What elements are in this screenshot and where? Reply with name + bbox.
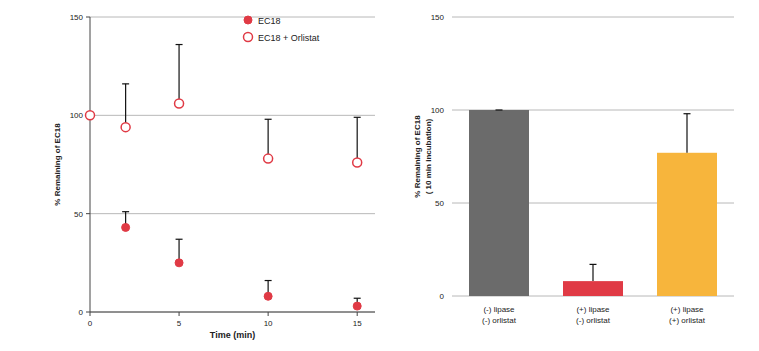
category-label: (+) lipase (+) orlistat [669, 305, 706, 325]
legend-marker [244, 33, 253, 42]
data-point [353, 158, 362, 167]
legend-label: EC18 [258, 16, 281, 26]
data-point [86, 111, 95, 120]
tick-mark [86, 312, 90, 313]
error-cap [122, 83, 129, 84]
text-line: % Remaining of EC18 [413, 115, 422, 198]
tick-label: 150 [431, 13, 445, 22]
error-cap [176, 44, 183, 45]
tick-mark [179, 312, 180, 316]
tick-label: 15 [353, 319, 362, 328]
error-stem [268, 119, 269, 158]
y-axis [90, 17, 91, 312]
data-point [175, 99, 184, 108]
tick-mark [268, 312, 269, 316]
tick-label: 50 [74, 210, 83, 219]
error-cap [265, 280, 272, 281]
y-axis-label: % Remaining of EC18 [53, 123, 62, 206]
figure: 0 50 100 150 0 5 10 15 Time (min) % Remaining of … [0, 0, 759, 351]
data-point [121, 123, 130, 132]
tick-mark [90, 312, 91, 316]
error-cap [354, 298, 361, 299]
tick-label: 5 [177, 319, 182, 328]
error-stem [357, 117, 358, 162]
data-point [264, 154, 273, 163]
y-axis-label: % Remaining of EC18( 10 min incubation) [413, 115, 433, 198]
category-label: (-) lipase (-) orlistat [482, 305, 517, 325]
error-bar [265, 119, 272, 158]
marks [469, 110, 717, 296]
legend-marker [244, 16, 252, 24]
scatter-chart: 0 50 100 150 0 5 10 15 Time (min) % Remaining of … [53, 13, 375, 340]
tick-label: 0 [440, 292, 445, 301]
category-label: (+) lipase (-) orlistat [576, 305, 611, 325]
error-bar [354, 117, 361, 162]
error-cap [684, 113, 691, 114]
tick-mark [86, 17, 90, 18]
error-cap [590, 264, 597, 265]
tick-label: 10 [264, 319, 273, 328]
grid-line [90, 312, 375, 313]
error-stem [125, 84, 126, 127]
marks [86, 45, 362, 311]
text-line: (+) lipase [576, 305, 610, 314]
tick-label: 150 [70, 13, 84, 22]
error-cap [265, 119, 272, 120]
error-cap [176, 239, 183, 240]
error-cap [496, 109, 503, 110]
error-bar [496, 110, 503, 111]
data-point [353, 302, 361, 310]
tick-mark [86, 213, 90, 214]
tick-label: 0 [88, 319, 93, 328]
bar-chart: 0 50 100 150 % Remaining of EC18( 10 min inc… [413, 13, 734, 325]
grid-line [90, 115, 375, 116]
tick-label: 100 [431, 106, 445, 115]
text-line: (+) lipase [670, 305, 704, 314]
bar [469, 110, 529, 296]
grid-line [90, 17, 375, 18]
error-bar [684, 114, 691, 153]
x-axis-label: Time (min) [210, 330, 255, 340]
x-axis [90, 312, 375, 313]
error-cap [122, 211, 129, 212]
data-point [175, 259, 183, 267]
text-line: (-) lipase [483, 305, 515, 314]
bar [563, 281, 623, 296]
tick-label: 0 [79, 308, 84, 317]
text-line: ( 10 min incubation) [424, 118, 433, 194]
text-line: (+) orlistat [669, 316, 706, 325]
error-bar [176, 45, 183, 104]
error-stem [686, 114, 687, 153]
tick-label: 50 [435, 199, 444, 208]
text-line: (-) orlistat [482, 316, 517, 325]
error-stem [178, 45, 179, 104]
error-stem [592, 264, 593, 281]
error-bar [122, 84, 129, 127]
data-point [264, 292, 272, 300]
grid-line [90, 213, 375, 214]
data-point [122, 223, 130, 231]
grid-line [452, 17, 734, 18]
legend-label: EC18 + Orlistat [258, 33, 320, 43]
tick-label: 100 [70, 111, 84, 120]
tick-mark [357, 312, 358, 316]
error-cap [354, 117, 361, 118]
bar [657, 153, 717, 296]
text-line: (-) orlistat [576, 316, 611, 325]
error-bar [590, 264, 597, 281]
